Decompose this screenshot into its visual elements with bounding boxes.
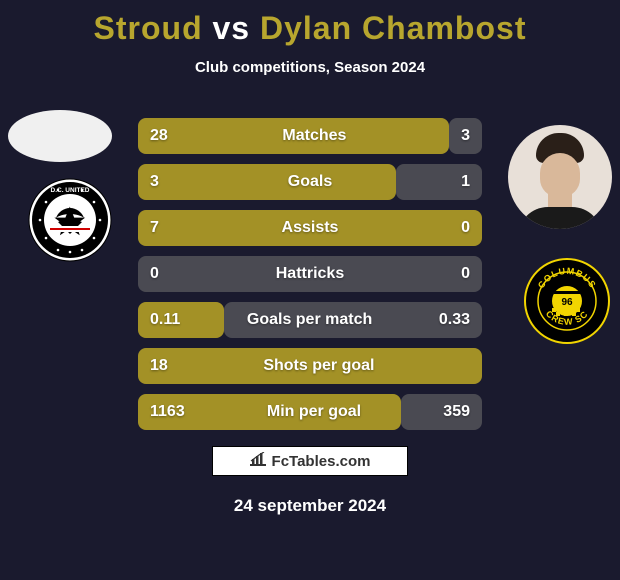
stat-row: 7 Assists 0: [138, 210, 482, 246]
stat-row-content: 1163 Min per goal 359: [138, 394, 482, 430]
player2-photo: [508, 125, 612, 229]
subtitle: Club competitions, Season 2024: [0, 59, 620, 76]
stat-label: Goals: [288, 173, 332, 191]
stat-row: 0.11 Goals per match 0.33: [138, 302, 482, 338]
stat-row: 1163 Min per goal 359: [138, 394, 482, 430]
title-player1: Stroud: [94, 10, 203, 46]
svg-text:D.C. UNITED: D.C. UNITED: [51, 187, 90, 194]
stat-row: 3 Goals 1: [138, 164, 482, 200]
stat-value-left: 3: [150, 173, 159, 191]
stat-row-content: 0.11 Goals per match 0.33: [138, 302, 482, 338]
stat-value-left: 28: [150, 127, 168, 145]
stat-value-left: 1163: [150, 403, 185, 421]
player1-photo: [8, 110, 112, 162]
stat-row: 28 Matches 3: [138, 118, 482, 154]
stats-container: 28 Matches 3 3 Goals 1 7 Assists 0 0 Hattricks 0 0.1…: [138, 118, 482, 440]
stat-label: Goals per match: [247, 311, 372, 329]
svg-text:96: 96: [561, 297, 573, 308]
stat-row-content: 7 Assists 0: [138, 210, 482, 246]
stat-row-content: 18 Shots per goal: [138, 348, 482, 384]
stat-value-left: 0.11: [150, 311, 180, 329]
stat-value-right: 359: [443, 403, 470, 421]
stat-value-right: 3: [461, 127, 470, 145]
page-title: Stroud vs Dylan Chambost: [0, 0, 620, 47]
stat-value-left: 0: [150, 265, 159, 283]
stat-row: 0 Hattricks 0: [138, 256, 482, 292]
stat-label: Shots per goal: [263, 357, 374, 375]
stat-value-right: 0: [461, 219, 470, 237]
title-player2: Dylan Chambost: [260, 10, 526, 46]
player2-club-badge: 96 COLUMBUS CREW SC: [524, 258, 610, 344]
stat-label: Assists: [282, 219, 339, 237]
chart-icon: [250, 452, 266, 470]
stat-value-left: 18: [150, 357, 168, 375]
footer-date: 24 september 2024: [0, 496, 620, 516]
stat-row-content: 0 Hattricks 0: [138, 256, 482, 292]
stat-row: 18 Shots per goal: [138, 348, 482, 384]
stat-row-content: 28 Matches 3: [138, 118, 482, 154]
title-vs: vs: [213, 10, 251, 46]
stat-label: Hattricks: [276, 265, 344, 283]
footer-attribution: FcTables.com: [212, 446, 408, 476]
player1-club-badge: D.C. UNITED: [28, 178, 112, 262]
stat-value-right: 1: [461, 173, 470, 191]
stat-value-left: 7: [150, 219, 159, 237]
footer-site: FcTables.com: [272, 453, 371, 470]
stat-label: Min per goal: [267, 403, 361, 421]
stat-row-content: 3 Goals 1: [138, 164, 482, 200]
stat-value-right: 0: [461, 265, 470, 283]
stat-value-right: 0.33: [439, 311, 470, 329]
stat-label: Matches: [282, 127, 346, 145]
